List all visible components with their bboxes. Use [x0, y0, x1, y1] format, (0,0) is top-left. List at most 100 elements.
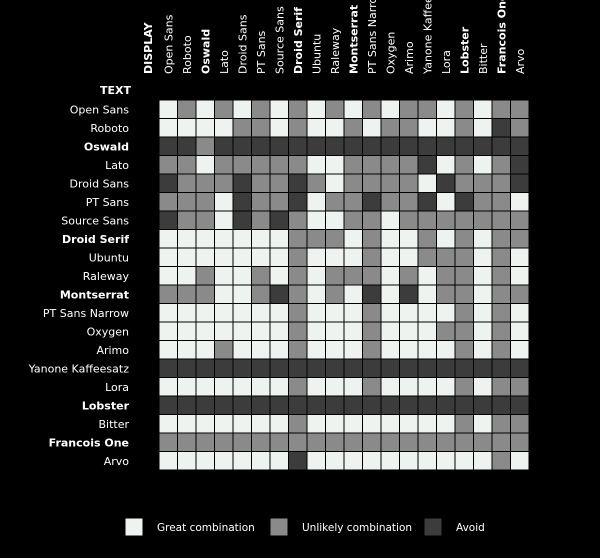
heatmap-cell	[454, 229, 474, 249]
heatmap-cell	[288, 210, 308, 230]
heatmap-cell	[325, 377, 345, 397]
heatmap-cell	[454, 118, 474, 138]
heatmap-cell	[232, 358, 252, 378]
heatmap-cell	[362, 173, 382, 193]
heatmap-cell	[362, 303, 382, 323]
heatmap-cell	[288, 451, 308, 471]
heatmap-cell	[269, 432, 289, 452]
heatmap-cell	[343, 340, 363, 360]
heatmap-cell	[232, 303, 252, 323]
heatmap-cell	[454, 210, 474, 230]
heatmap-cell	[269, 340, 289, 360]
heatmap-cells	[158, 99, 530, 471]
heatmap-cell	[399, 192, 419, 212]
heatmap-cell	[491, 414, 511, 434]
heatmap-cell	[269, 451, 289, 471]
heatmap-cell	[232, 340, 252, 360]
heatmap-cell	[214, 210, 234, 230]
row-label-arvo: Arvo	[104, 455, 130, 468]
heatmap-cell	[269, 99, 289, 119]
heatmap-cell	[491, 340, 511, 360]
heatmap-cell	[288, 284, 308, 304]
heatmap-cell	[214, 451, 234, 471]
heatmap-cell	[362, 432, 382, 452]
heatmap-cell	[158, 414, 178, 434]
heatmap-cell	[417, 118, 437, 138]
heatmap-cell	[325, 118, 345, 138]
heatmap-cell	[417, 99, 437, 119]
heatmap-cell	[436, 210, 456, 230]
heatmap-cell	[158, 358, 178, 378]
heatmap-cell	[214, 432, 234, 452]
row-label-montserrat: Montserrat	[60, 288, 129, 301]
heatmap-cell	[251, 118, 271, 138]
heatmap-cell	[343, 210, 363, 230]
heatmap-cell	[510, 229, 530, 249]
heatmap-cell	[232, 173, 252, 193]
heatmap-cell	[269, 229, 289, 249]
heatmap-cell	[177, 266, 197, 286]
text-font-labels: Open Sans Roboto Oswald Lato Droid Sans PT Sa…	[28, 103, 130, 468]
heatmap-cell	[195, 284, 215, 304]
heatmap-cell	[399, 395, 419, 415]
heatmap-cell	[399, 99, 419, 119]
heatmap-cell	[417, 192, 437, 212]
legend-label-unlikely-combination: Unlikely combination	[302, 522, 412, 534]
heatmap-cell	[214, 266, 234, 286]
heatmap-cell	[436, 266, 456, 286]
heatmap-cell	[158, 266, 178, 286]
heatmap-cell	[269, 266, 289, 286]
heatmap-cell	[362, 247, 382, 267]
heatmap-cell	[473, 229, 493, 249]
heatmap-cell	[195, 414, 215, 434]
legend: Great combination Unlikely combination Avo…	[124, 517, 485, 537]
heatmap-cell	[306, 395, 326, 415]
heatmap-cell	[362, 210, 382, 230]
heatmap-cell	[232, 118, 252, 138]
heatmap-cell	[399, 118, 419, 138]
column-label-montserrat: Montserrat	[347, 5, 360, 74]
heatmap-cell	[380, 155, 400, 175]
heatmap-cell	[232, 210, 252, 230]
heatmap-cell	[510, 358, 530, 378]
heatmap-cell	[380, 451, 400, 471]
heatmap-cell	[436, 247, 456, 267]
heatmap-cell	[158, 99, 178, 119]
heatmap-cell	[343, 136, 363, 156]
heatmap-cell	[362, 321, 382, 341]
heatmap-cell	[510, 414, 530, 434]
heatmap-cell	[288, 247, 308, 267]
heatmap-cell	[380, 192, 400, 212]
heatmap-cell	[214, 192, 234, 212]
heatmap-cell	[214, 284, 234, 304]
heatmap-cell	[232, 266, 252, 286]
row-label-bitter: Bitter	[98, 418, 129, 431]
heatmap-cell	[269, 358, 289, 378]
heatmap-cell	[177, 136, 197, 156]
heatmap-cell	[343, 377, 363, 397]
heatmap-cell	[343, 266, 363, 286]
heatmap-cell	[510, 303, 530, 323]
heatmap-cell	[436, 136, 456, 156]
heatmap-cell	[177, 321, 197, 341]
heatmap-cell	[473, 358, 493, 378]
heatmap-cell	[269, 155, 289, 175]
heatmap-cell	[251, 155, 271, 175]
display-font-labels: Open Sans Roboto Oswald Lato Droid Sans PT Sa…	[162, 0, 527, 75]
heatmap-cell	[288, 395, 308, 415]
heatmap-cell	[399, 377, 419, 397]
heatmap-cell	[306, 247, 326, 267]
heatmap-cell	[306, 303, 326, 323]
heatmap-cell	[510, 99, 530, 119]
heatmap-cell	[362, 284, 382, 304]
heatmap-cell	[436, 414, 456, 434]
heatmap-cell	[325, 266, 345, 286]
heatmap-cell	[399, 414, 419, 434]
column-label-oswald: Oswald	[199, 29, 212, 74]
heatmap-cell	[362, 340, 382, 360]
heatmap-cell	[306, 414, 326, 434]
heatmap-cell	[306, 451, 326, 471]
heatmap-cell	[288, 99, 308, 119]
heatmap-cell	[510, 192, 530, 212]
heatmap-cell	[473, 395, 493, 415]
